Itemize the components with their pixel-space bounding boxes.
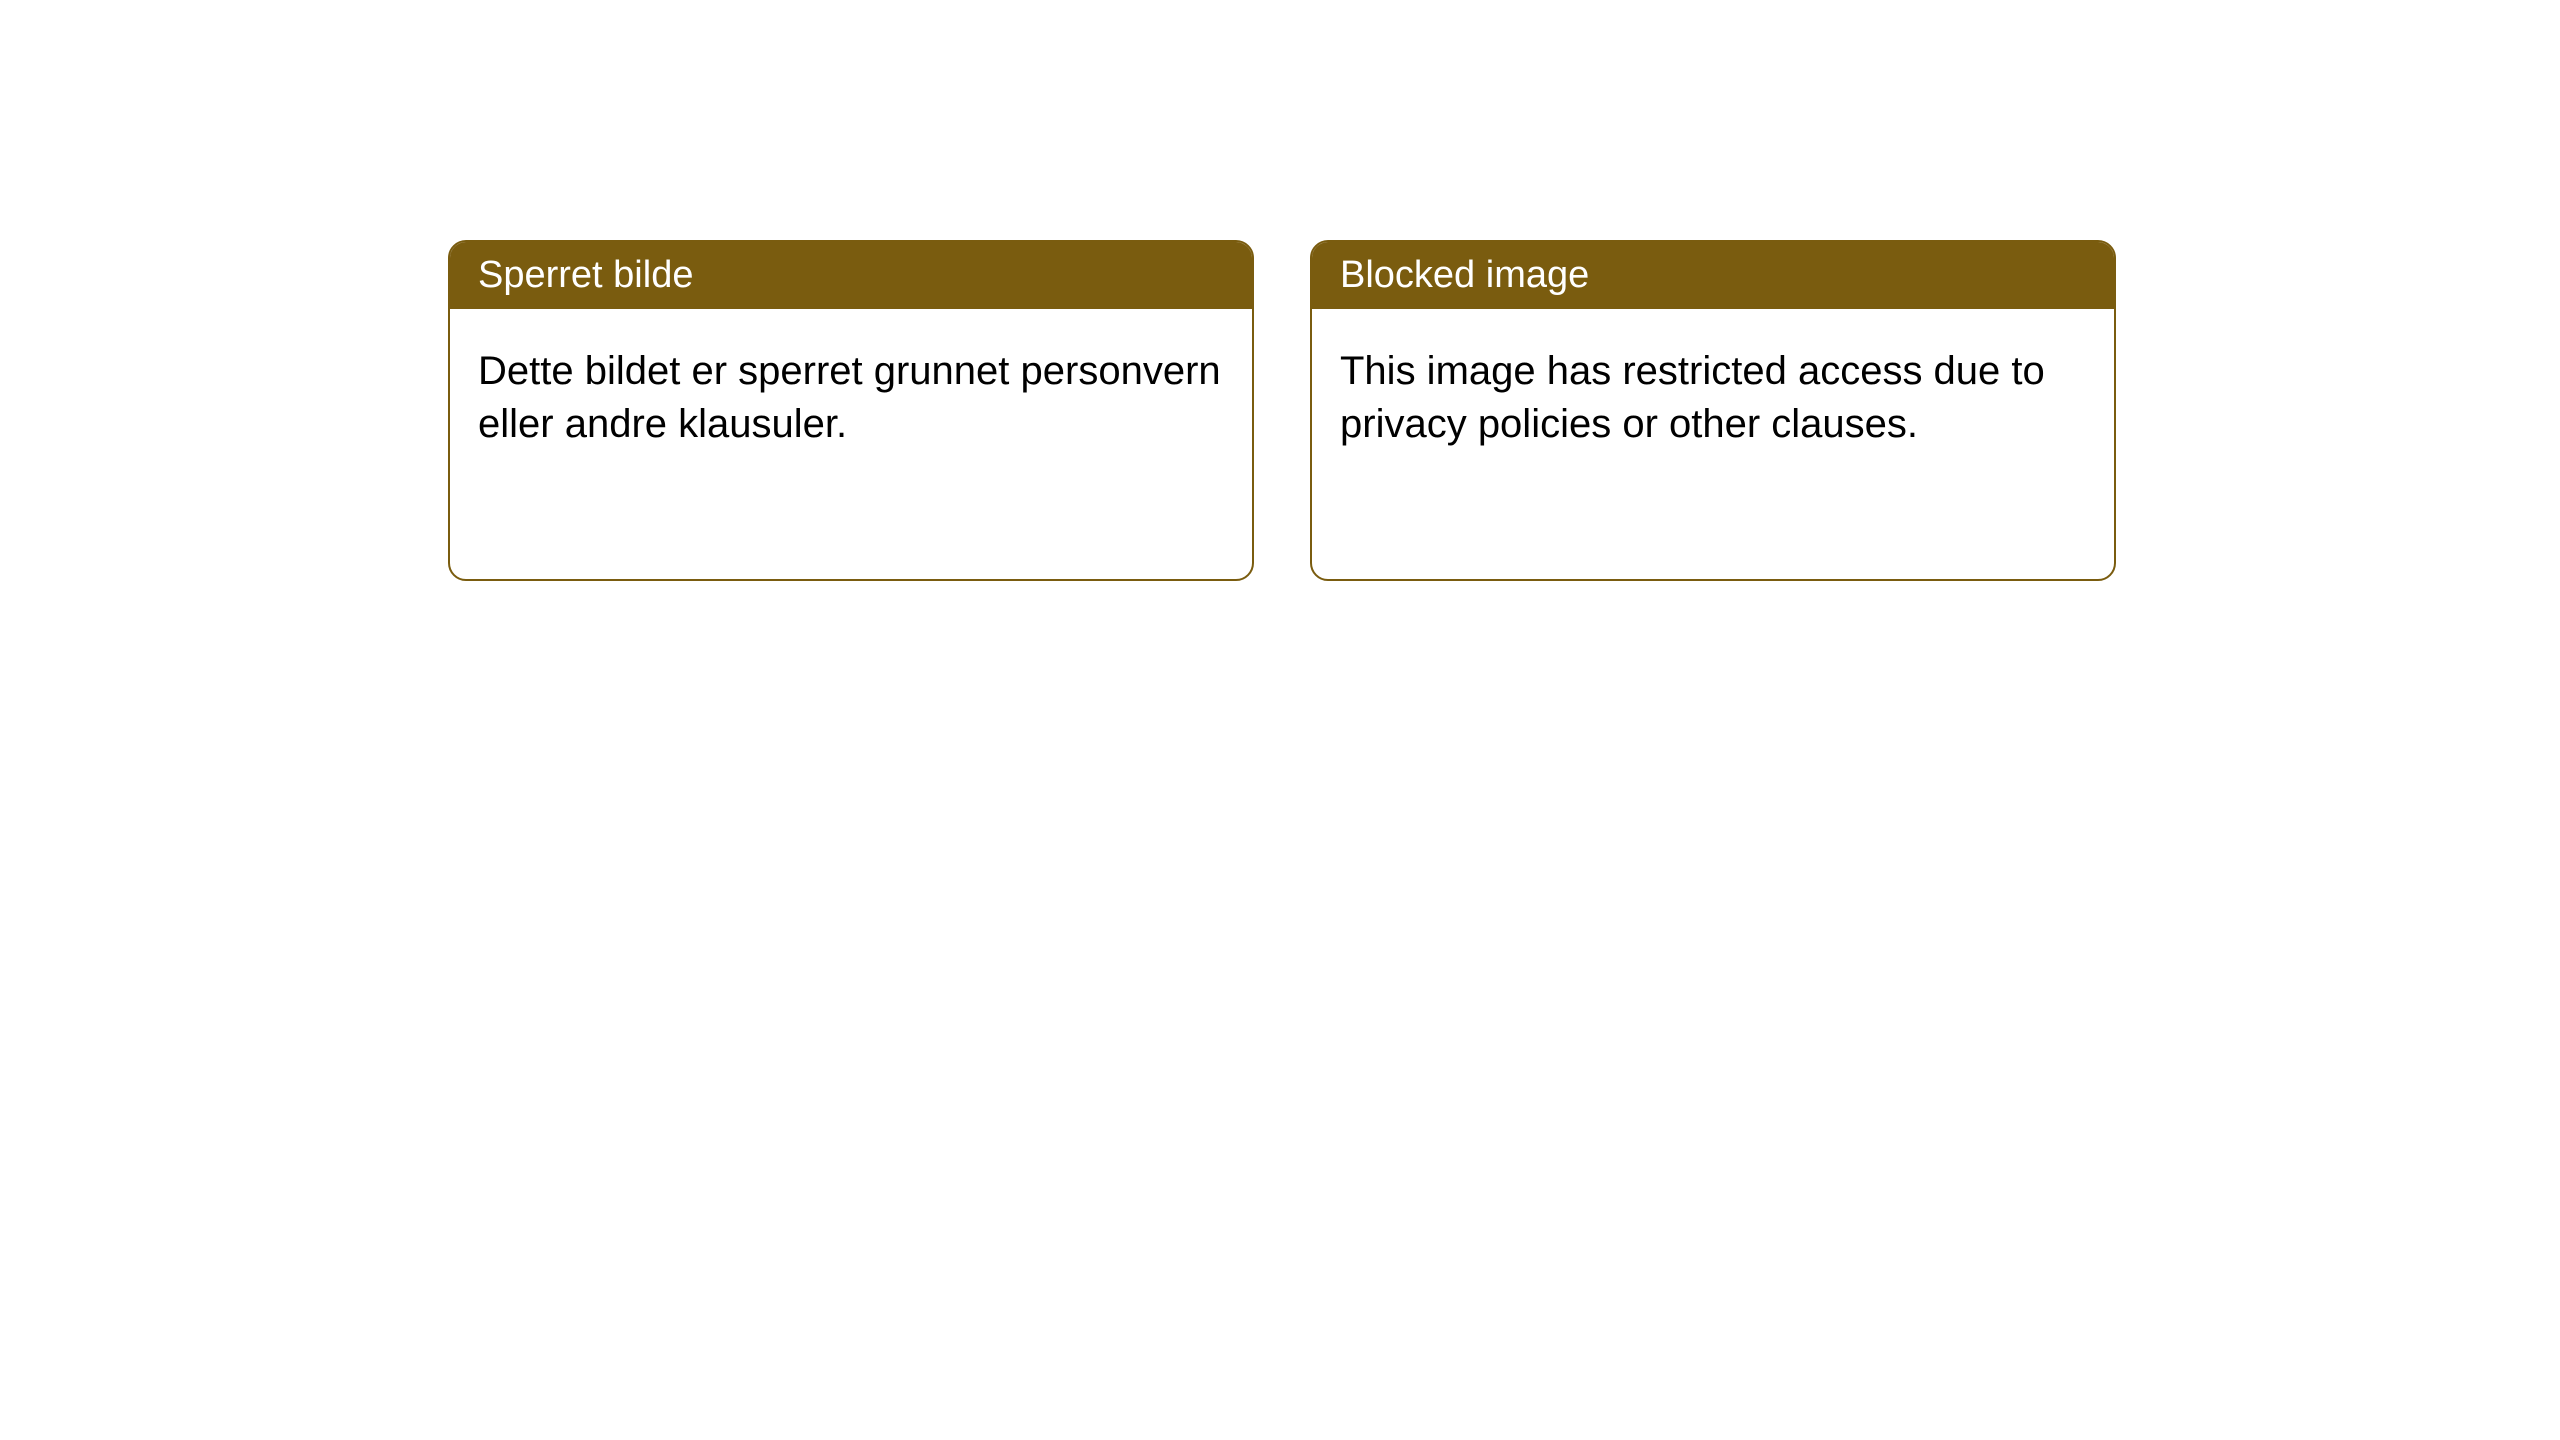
notice-header: Sperret bilde xyxy=(450,242,1252,309)
notice-title: Sperret bilde xyxy=(478,254,693,296)
notice-card-norwegian: Sperret bilde Dette bildet er sperret gr… xyxy=(448,240,1254,581)
notice-container: Sperret bilde Dette bildet er sperret gr… xyxy=(0,0,2560,581)
notice-text: This image has restricted access due to … xyxy=(1340,349,2045,446)
notice-body: This image has restricted access due to … xyxy=(1312,309,2114,579)
notice-title: Blocked image xyxy=(1340,254,1589,296)
notice-text: Dette bildet er sperret grunnet personve… xyxy=(478,349,1221,446)
notice-header: Blocked image xyxy=(1312,242,2114,309)
notice-card-english: Blocked image This image has restricted … xyxy=(1310,240,2116,581)
notice-body: Dette bildet er sperret grunnet personve… xyxy=(450,309,1252,579)
